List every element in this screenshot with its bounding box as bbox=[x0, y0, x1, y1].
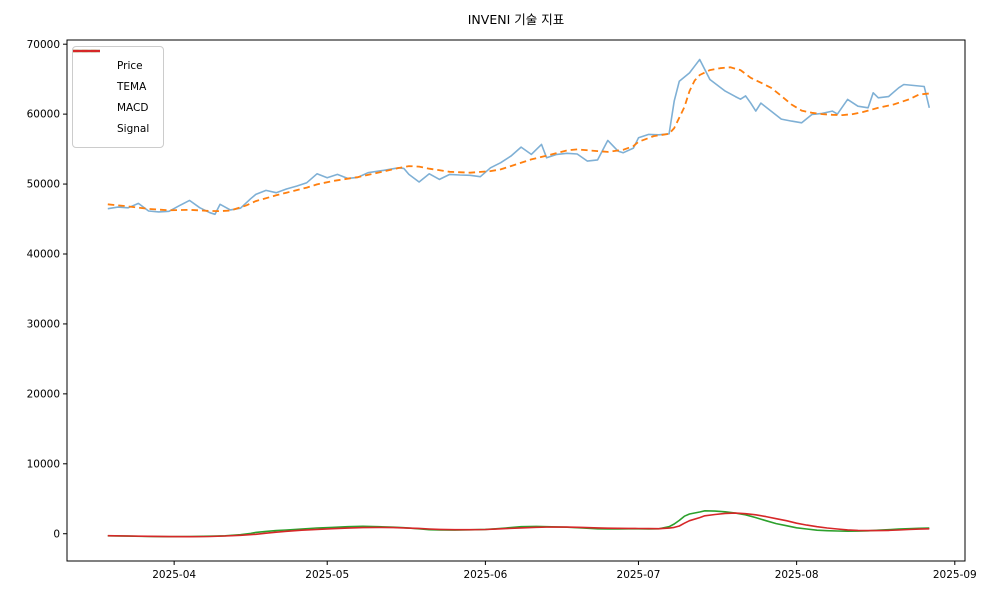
x-tick-label: 2025-06 bbox=[463, 569, 507, 581]
x-tick-label: 2025-05 bbox=[305, 569, 349, 581]
legend-label-macd: MACD bbox=[117, 101, 149, 114]
legend: Price TEMA MACD Signal bbox=[72, 46, 165, 148]
legend-label-price: Price bbox=[117, 59, 143, 72]
y-tick-label: 40000 bbox=[27, 249, 60, 261]
legend-item-signal: Signal bbox=[73, 49, 153, 139]
chart-title: INVENI 기술 지표 bbox=[467, 12, 565, 27]
series-line-signal bbox=[107, 512, 930, 538]
legend-label-signal: Signal bbox=[117, 122, 150, 135]
series-line-macd bbox=[107, 509, 930, 538]
legend-item-tema: TEMA bbox=[73, 49, 153, 97]
x-tick-label: 2025-07 bbox=[617, 569, 661, 581]
x-tick-label: 2025-09 bbox=[933, 569, 977, 581]
y-tick-label: 70000 bbox=[27, 39, 60, 51]
series-line-tema bbox=[107, 66, 930, 213]
y-tick-label: 0 bbox=[53, 528, 60, 540]
y-tick-label: 20000 bbox=[27, 388, 60, 400]
y-tick-label: 50000 bbox=[27, 179, 60, 191]
plot-border bbox=[66, 39, 966, 562]
y-tick-label: 10000 bbox=[27, 458, 60, 470]
legend-item-price: Price bbox=[73, 49, 153, 76]
legend-item-macd: MACD bbox=[73, 49, 153, 118]
legend-label-tema: TEMA bbox=[117, 80, 147, 93]
x-tick-label: 2025-08 bbox=[775, 569, 819, 581]
x-tick-label: 2025-04 bbox=[152, 569, 196, 581]
y-tick-label: 60000 bbox=[27, 109, 60, 121]
y-tick-label: 30000 bbox=[27, 319, 60, 331]
series-line-price bbox=[107, 58, 931, 216]
